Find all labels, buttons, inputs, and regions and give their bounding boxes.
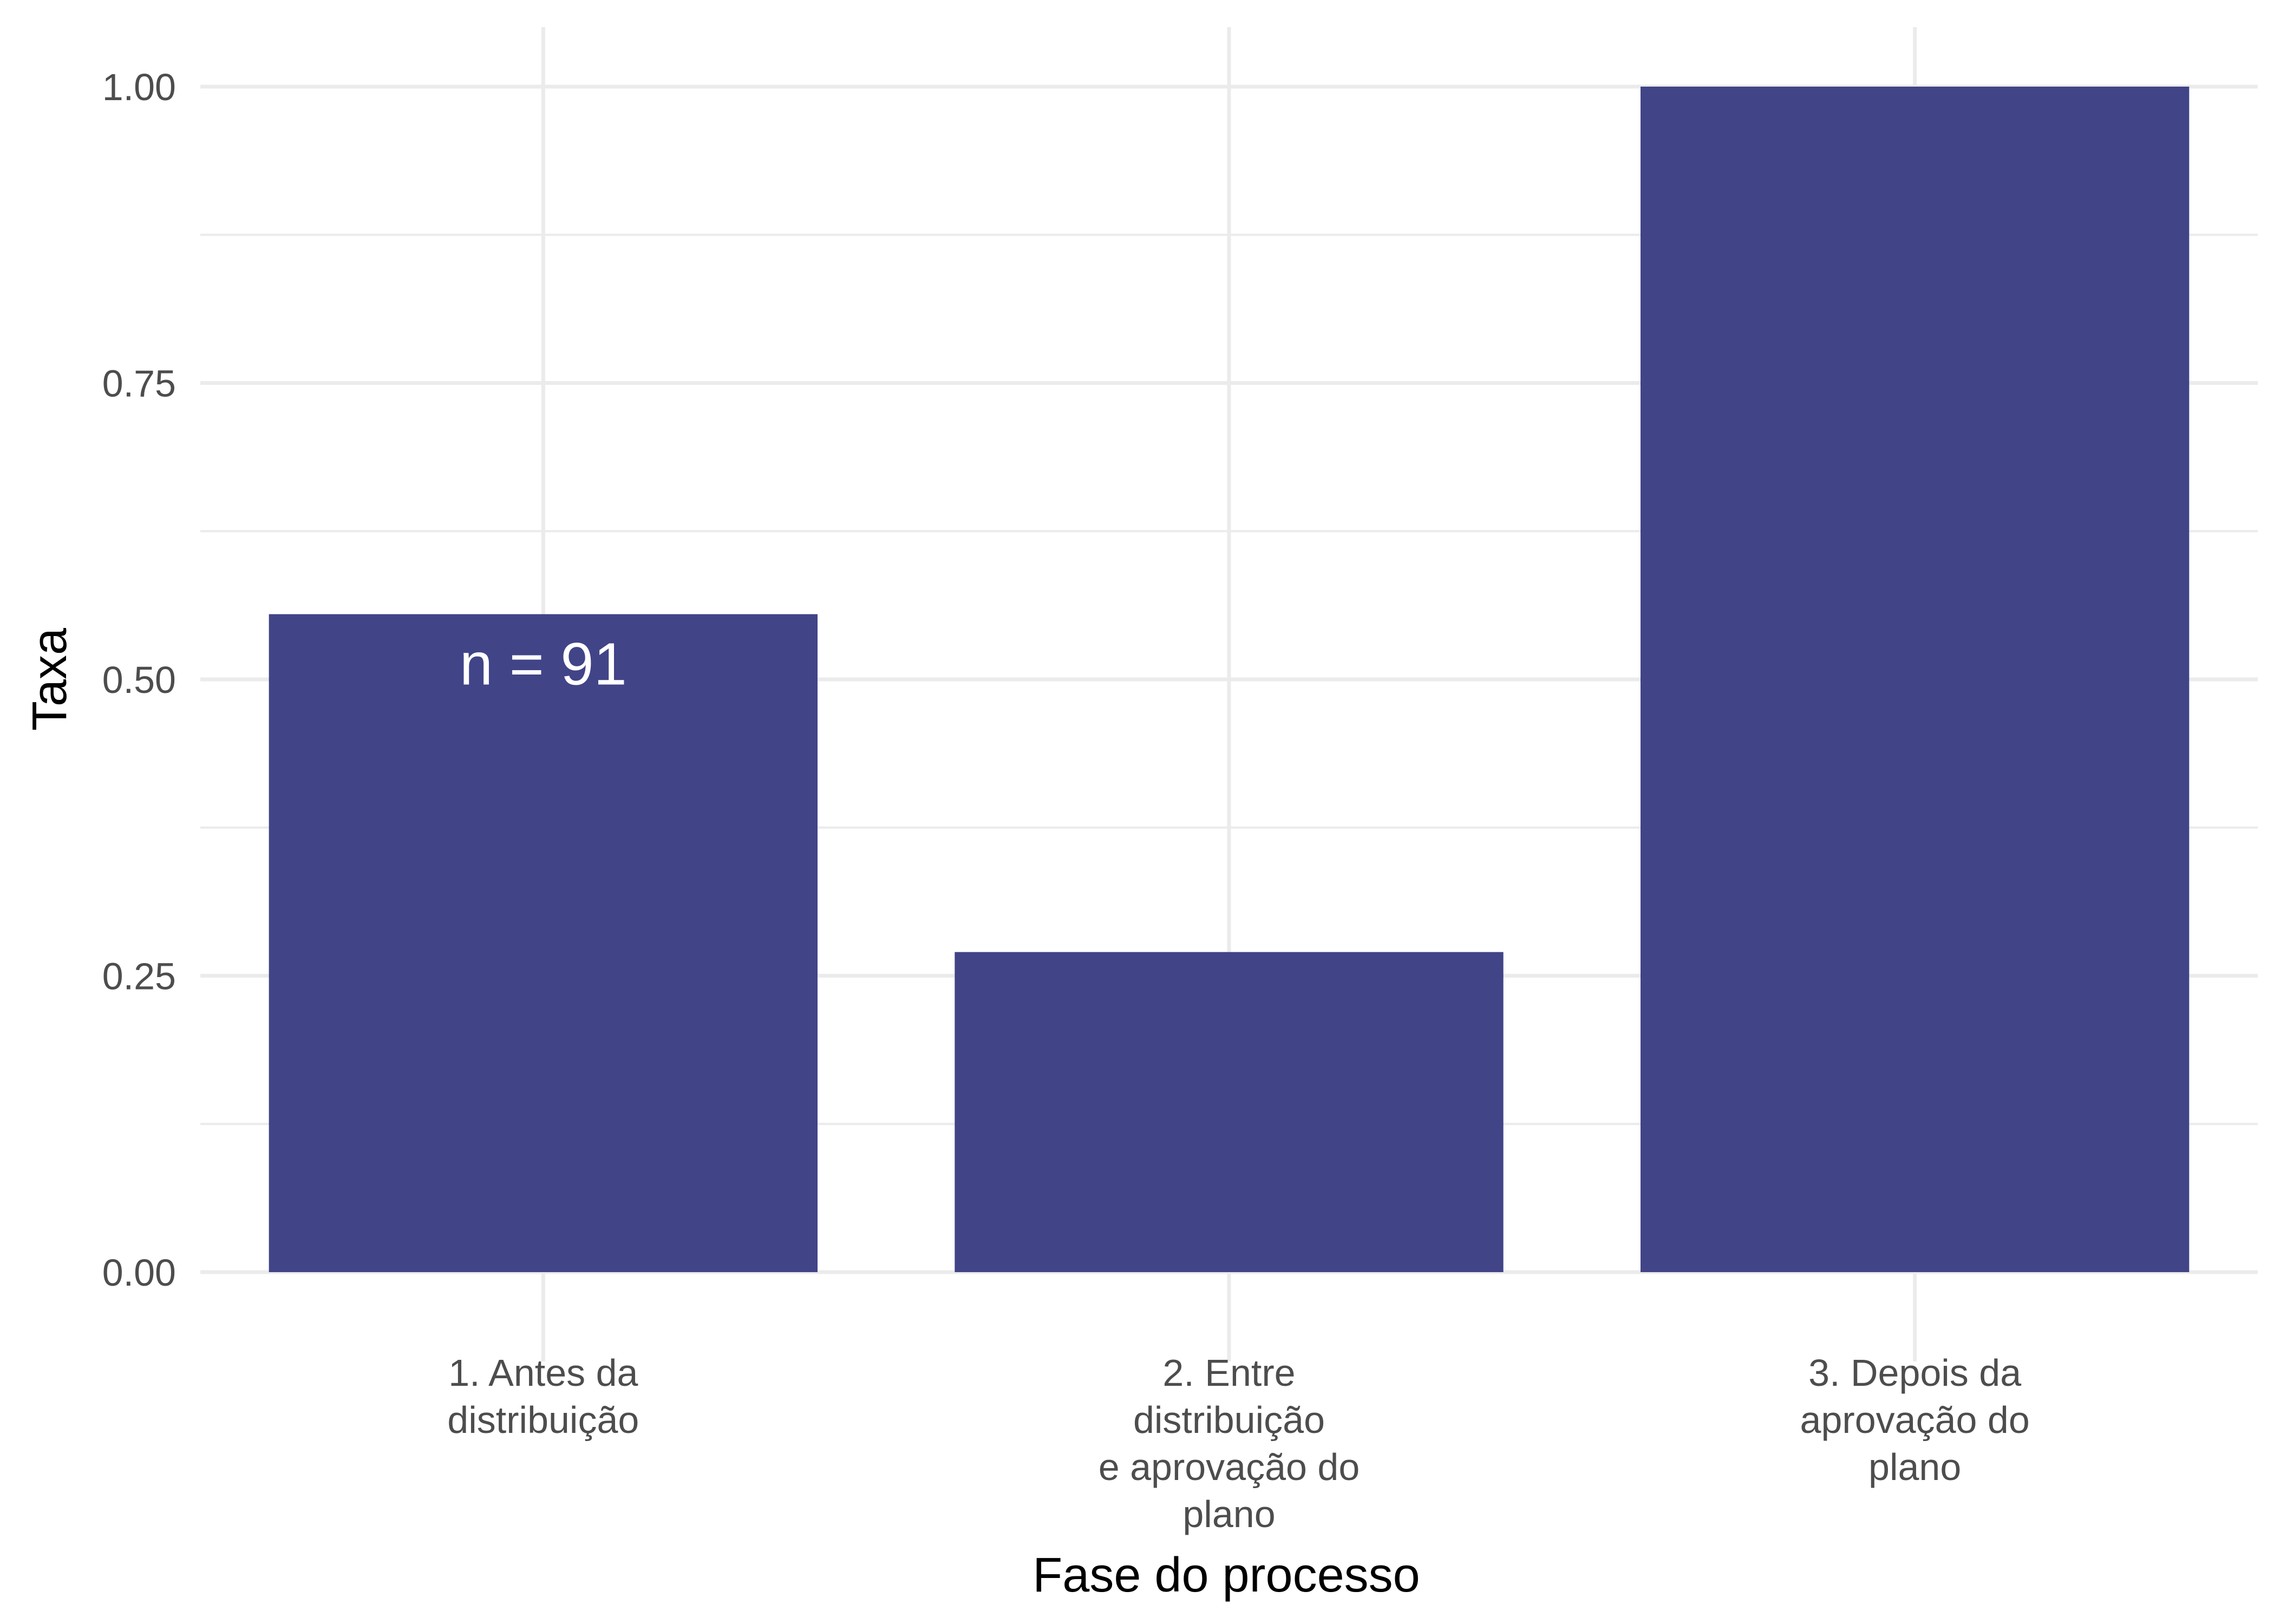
bar [955, 952, 1504, 1272]
x-tick-label: 1. Antes da distribuição [447, 1352, 639, 1441]
y-tick-label: 0.50 [102, 659, 176, 701]
x-tick-label: 3. Depois da aprovação do plano [1800, 1352, 2030, 1488]
bar [1641, 87, 2190, 1272]
y-tick-label: 1.00 [102, 66, 176, 108]
bar [269, 614, 818, 1272]
x-tick-label: 2. Entre distribuição e aprovação do plano [1099, 1352, 1360, 1535]
y-tick-label: 0.00 [102, 1252, 176, 1294]
x-axis-title: Fase do processo [1033, 1548, 1420, 1602]
y-tick-label: 0.25 [102, 955, 176, 998]
bar-data-label: n = 91 [460, 631, 627, 698]
tick-labels: 0.00 0.25 0.50 0.75 1.00 1. Antes da distribui… [102, 66, 2030, 1535]
bars: n = 91 [269, 87, 2190, 1272]
y-tick-label: 0.75 [102, 363, 176, 405]
y-axis-title: Taxa [23, 627, 77, 731]
